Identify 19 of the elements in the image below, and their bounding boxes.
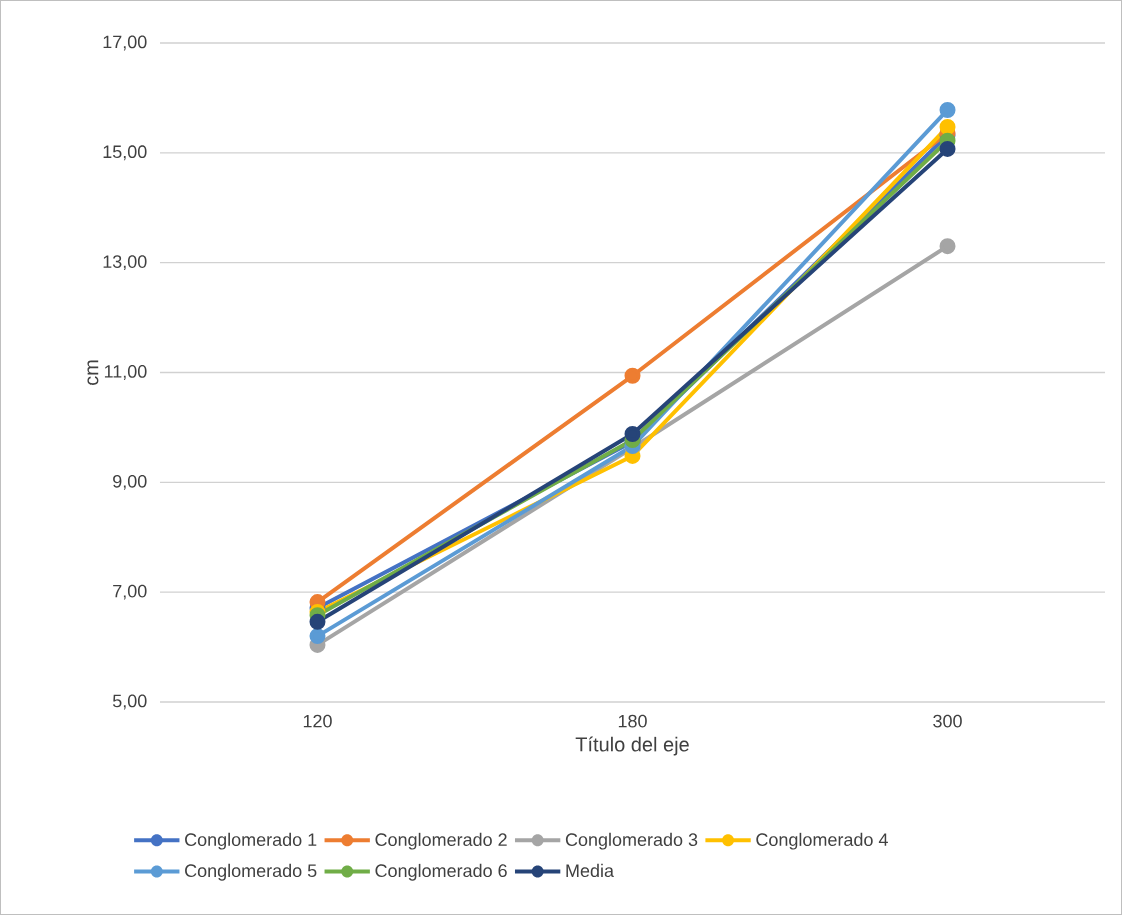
legend-label: Conglomerado 2 xyxy=(375,832,507,850)
legend-label: Conglomerado 4 xyxy=(756,832,888,850)
y-tick-label: 15,00 xyxy=(103,145,147,161)
x-tick-label: 120 xyxy=(303,714,332,728)
x-tick-label: 300 xyxy=(933,714,962,728)
legend-label: Conglomerado 6 xyxy=(375,863,507,881)
y-tick-label: 17,00 xyxy=(103,35,147,51)
y-tick-label: 9,00 xyxy=(113,474,147,490)
legend-label: Conglomerado 3 xyxy=(565,832,698,850)
x-tick-label: 180 xyxy=(618,714,647,728)
legend-label: Media xyxy=(566,863,614,878)
x-axis-title: Título del eje xyxy=(575,736,689,756)
y-axis-title: cm xyxy=(87,360,99,385)
legend-label: Conglomerado 1 xyxy=(185,832,317,850)
y-tick-label: 11,00 xyxy=(104,365,147,380)
y-tick-label: 7,00 xyxy=(113,584,147,600)
y-tick-label: 13,00 xyxy=(103,255,147,271)
y-tick-label: 5,00 xyxy=(112,694,147,710)
legend-label: Conglomerado 5 xyxy=(185,863,317,881)
